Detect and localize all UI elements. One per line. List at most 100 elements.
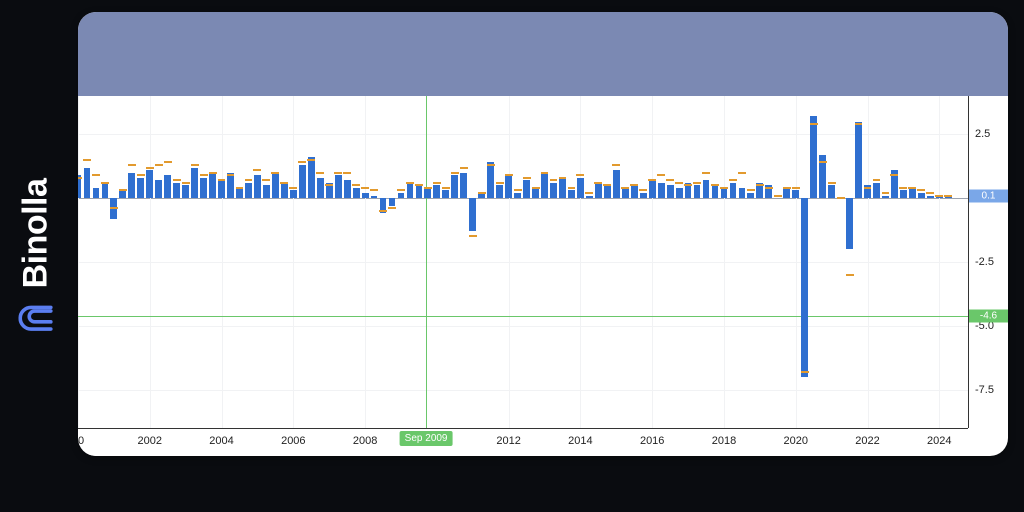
data-marker <box>702 172 710 174</box>
data-bar <box>344 180 351 198</box>
x-tick-label: 2016 <box>640 435 664 447</box>
data-marker <box>262 179 270 181</box>
data-bar <box>640 193 647 198</box>
data-bar <box>505 175 512 198</box>
data-bar <box>810 116 817 198</box>
data-marker <box>137 174 145 176</box>
data-bar <box>416 185 423 198</box>
data-marker <box>864 187 872 189</box>
data-bar <box>595 183 602 198</box>
data-bar <box>317 178 324 198</box>
data-bar <box>254 175 261 198</box>
data-marker <box>227 174 235 176</box>
data-marker <box>164 161 172 163</box>
data-marker <box>657 174 665 176</box>
data-marker <box>182 182 190 184</box>
data-marker <box>442 187 450 189</box>
data-bar <box>658 183 665 198</box>
data-marker <box>451 172 459 174</box>
data-bar <box>308 157 315 198</box>
data-marker <box>298 161 306 163</box>
data-marker <box>810 123 818 125</box>
brand: Binolla <box>17 178 56 334</box>
brand-name: Binolla <box>17 178 56 288</box>
data-marker <box>496 182 504 184</box>
brand-sidebar: Binolla <box>0 0 72 512</box>
data-marker <box>352 184 360 186</box>
data-marker <box>289 187 297 189</box>
data-marker <box>119 189 127 191</box>
data-bar <box>846 198 853 249</box>
data-marker <box>908 187 916 189</box>
data-bar <box>828 185 835 198</box>
data-bar <box>398 193 405 198</box>
chart-card: © Fair Economy -7.5-5.0-2.52.50.1-4.6 00… <box>78 12 1008 456</box>
data-bar <box>281 183 288 198</box>
data-bar <box>227 173 234 199</box>
y-current-value: 0.1 <box>969 189 1008 202</box>
data-marker <box>110 207 118 209</box>
y-tick-label: -2.5 <box>975 256 994 268</box>
data-marker <box>729 179 737 181</box>
chart-area[interactable]: © Fair Economy -7.5-5.0-2.52.50.1-4.6 00… <box>78 96 1008 456</box>
data-bar <box>451 175 458 198</box>
data-marker <box>307 159 315 161</box>
data-bar <box>407 183 414 198</box>
data-bar <box>200 178 207 198</box>
data-bar <box>299 165 306 198</box>
data-marker <box>173 179 181 181</box>
data-bar <box>541 173 548 199</box>
y-axis: -7.5-5.0-2.52.50.1-4.6 <box>968 96 1008 428</box>
data-marker <box>78 177 82 179</box>
data-marker <box>612 164 620 166</box>
data-bar <box>245 183 252 198</box>
data-bar <box>182 185 189 198</box>
data-bar <box>631 185 638 198</box>
data-marker <box>792 187 800 189</box>
data-marker <box>828 182 836 184</box>
data-marker <box>101 182 109 184</box>
data-marker <box>245 179 253 181</box>
data-marker <box>917 189 925 191</box>
y-tick-label: -7.5 <box>975 384 994 396</box>
data-marker <box>648 179 656 181</box>
y-tick-label: 2.5 <box>975 128 990 140</box>
data-bar <box>128 173 135 199</box>
data-bar <box>460 173 467 199</box>
data-marker <box>92 174 100 176</box>
data-marker <box>236 187 244 189</box>
data-marker <box>711 184 719 186</box>
data-marker <box>774 195 782 197</box>
data-marker <box>487 164 495 166</box>
data-marker <box>899 187 907 189</box>
data-bar <box>173 183 180 198</box>
data-marker <box>693 182 701 184</box>
data-bar <box>523 180 530 198</box>
data-bar <box>927 196 934 199</box>
x-tick-label: 2014 <box>568 435 592 447</box>
data-marker <box>801 371 809 373</box>
data-bar <box>694 185 701 198</box>
data-marker <box>505 174 513 176</box>
data-marker <box>433 182 441 184</box>
data-bar <box>102 183 109 198</box>
brand-logo-icon <box>18 298 54 334</box>
data-marker <box>855 123 863 125</box>
data-bar <box>873 183 880 198</box>
data-bar <box>568 190 575 198</box>
data-marker <box>756 184 764 186</box>
data-marker <box>747 189 755 191</box>
data-bar <box>747 193 754 198</box>
data-bar <box>783 188 790 198</box>
data-marker <box>559 177 567 179</box>
data-bar <box>622 188 629 198</box>
data-bar <box>909 188 916 198</box>
data-bar <box>792 190 799 198</box>
data-marker <box>846 274 854 276</box>
data-bar <box>577 178 584 198</box>
data-marker <box>460 167 468 169</box>
data-marker <box>406 182 414 184</box>
plot-region[interactable] <box>78 96 968 428</box>
data-bar <box>918 193 925 198</box>
data-bar <box>236 188 243 198</box>
